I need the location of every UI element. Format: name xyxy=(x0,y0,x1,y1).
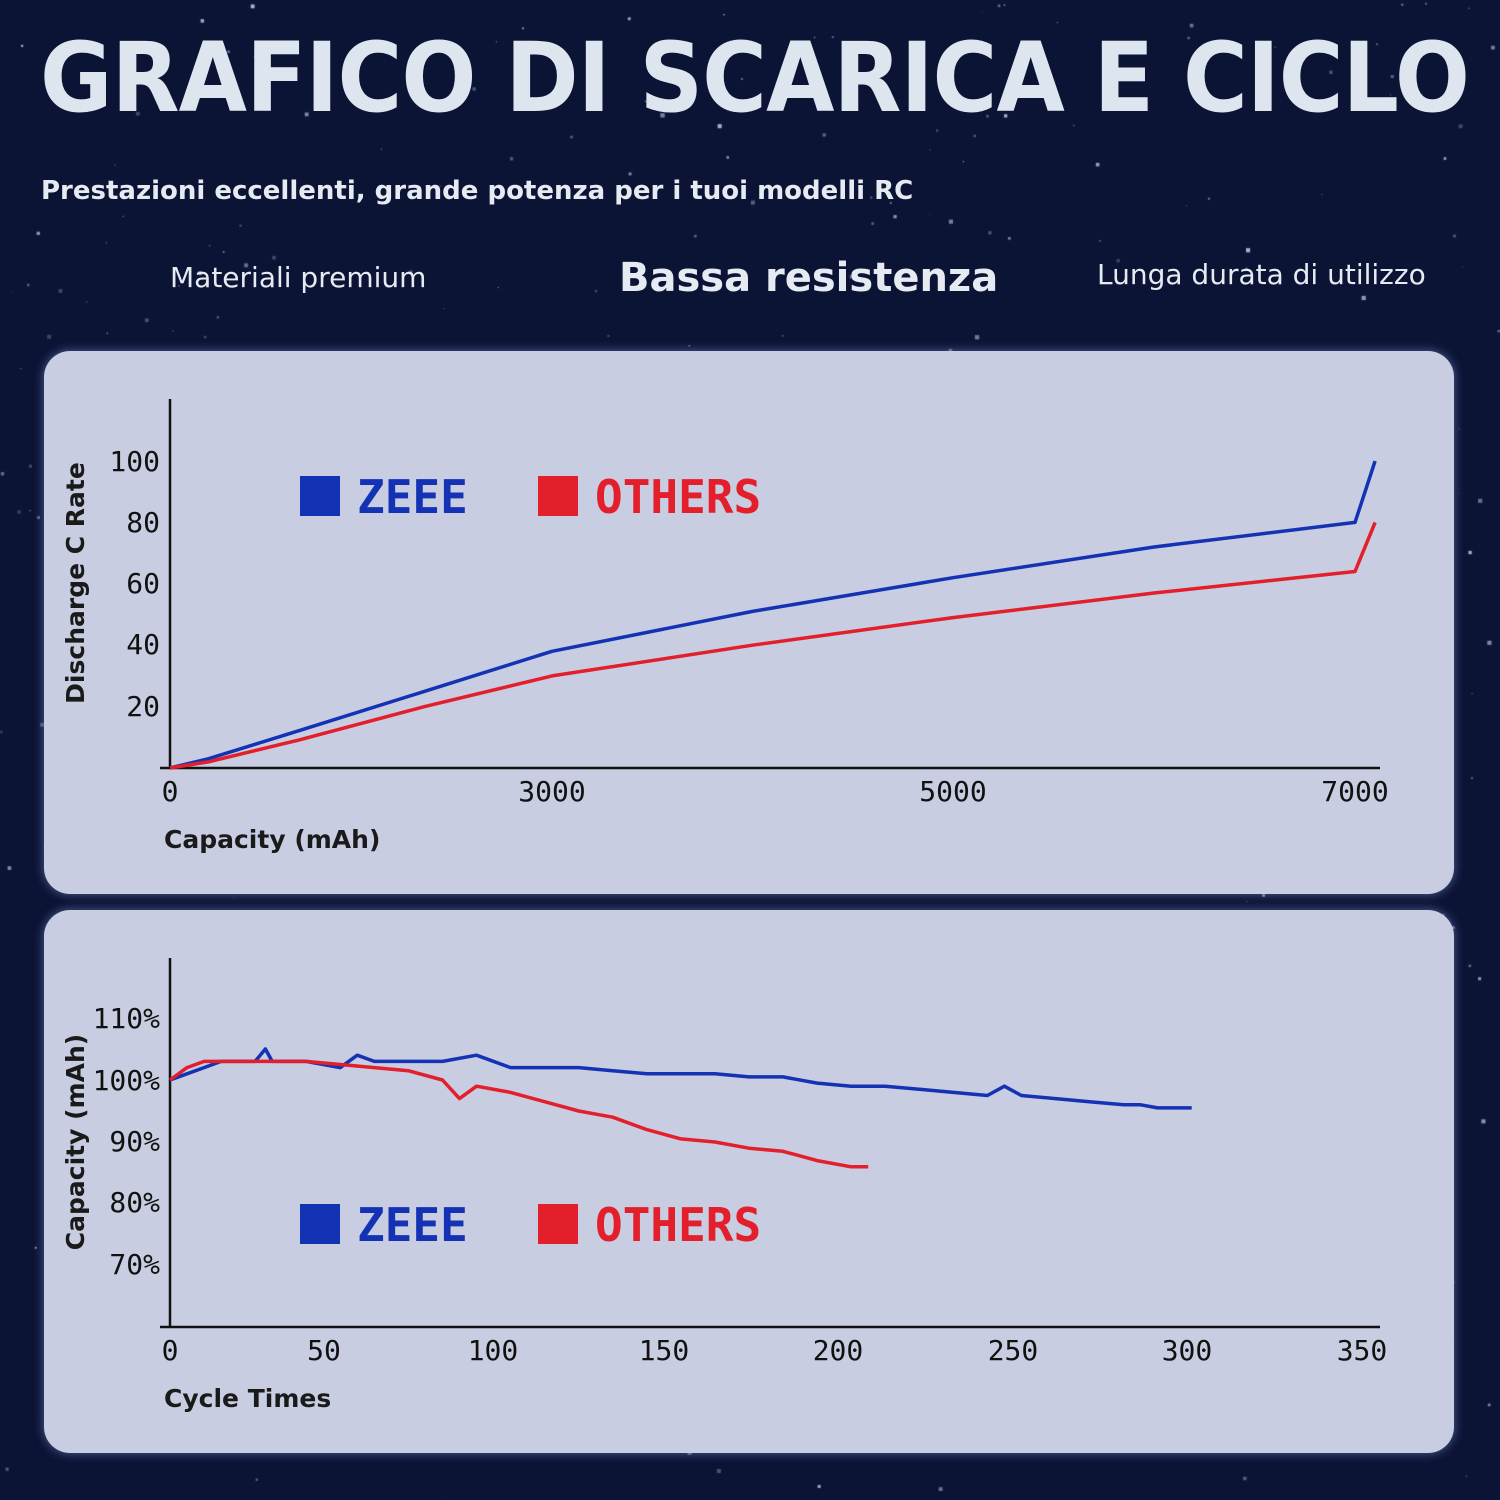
x-tick-label: 0 xyxy=(162,1334,179,1367)
x-tick-label: 100 xyxy=(468,1334,519,1367)
x-tick-label: 3000 xyxy=(518,775,585,808)
series-line-zeee xyxy=(169,460,1377,770)
y-tick-label: 80% xyxy=(109,1186,160,1219)
legend-swatch-others xyxy=(538,476,578,516)
page-title: GRAFICO DI SCARICA E CICLO xyxy=(40,22,1470,134)
legend-label-zeee: ZEEE xyxy=(357,1198,468,1252)
legend-label-zeee: ZEEE xyxy=(357,470,468,524)
x-tick-label: 50 xyxy=(307,1334,341,1367)
legend-swatch-others xyxy=(538,1204,578,1244)
y-tick-label: 20 xyxy=(126,690,160,723)
y-tick-label: 90% xyxy=(109,1125,160,1158)
feature-low-resistance: Bassa resistenza xyxy=(619,255,999,301)
series-line-others xyxy=(168,1059,869,1169)
y-tick-label: 100 xyxy=(109,445,160,478)
feature-long-life: Lunga durata di utilizzo xyxy=(1097,258,1426,291)
y-axis-title: Capacity (mAh) xyxy=(61,1034,90,1250)
y-tick-label: 110% xyxy=(93,1002,161,1035)
cycle-chart-panel: 110% 100% 90% 80% 70% 0 50 100 150 200 250 300 350 Cy… xyxy=(44,910,1454,1453)
legend-swatch-zeee xyxy=(300,1204,340,1244)
page-subtitle: Prestazioni eccellenti, grande potenza p… xyxy=(41,176,914,206)
discharge-chart-panel: 20 40 60 80 100 0 3000 5000 7000 Capacity (mAh) Di… xyxy=(44,351,1454,894)
series-line-zeee xyxy=(169,1047,1192,1110)
y-tick-label: 60 xyxy=(126,567,160,600)
x-tick-label: 200 xyxy=(813,1334,864,1367)
x-tick-label: 7000 xyxy=(1321,775,1388,808)
y-tick-label: 70% xyxy=(109,1248,160,1281)
x-tick-label: 250 xyxy=(988,1334,1039,1367)
legend-swatch-zeee xyxy=(300,476,340,516)
legend-label-others: OTHERS xyxy=(595,470,761,524)
y-axis-title: Discharge C Rate xyxy=(61,462,90,704)
y-tick-label: 100% xyxy=(93,1064,161,1097)
legend-label-others: OTHERS xyxy=(595,1198,761,1252)
series-line-others xyxy=(169,521,1377,770)
x-tick-label: 350 xyxy=(1337,1334,1388,1367)
x-tick-label: 0 xyxy=(162,775,179,808)
feature-materials: Materiali premium xyxy=(170,261,427,294)
x-tick-label: 5000 xyxy=(919,775,986,808)
y-tick-label: 40 xyxy=(126,628,160,661)
x-axis-title: Cycle Times xyxy=(164,1384,331,1413)
cycle-chart: 110% 100% 90% 80% 70% 0 50 100 150 200 250 300 350 Cy… xyxy=(61,958,1388,1413)
y-tick-label: 80 xyxy=(126,506,160,539)
x-axis-title: Capacity (mAh) xyxy=(164,825,380,854)
x-tick-label: 150 xyxy=(639,1334,690,1367)
x-tick-label: 300 xyxy=(1162,1334,1213,1367)
